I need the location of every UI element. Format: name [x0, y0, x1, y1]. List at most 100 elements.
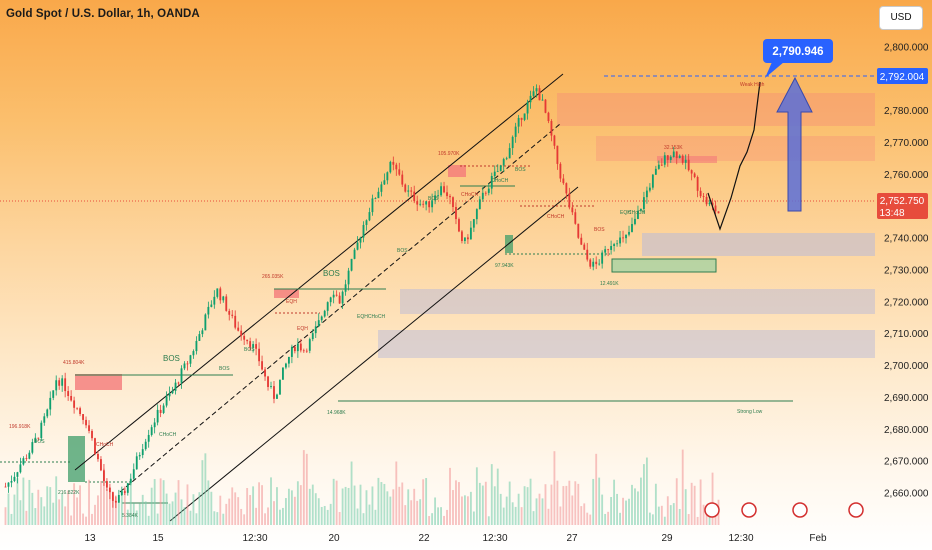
candle-body[interactable]: [147, 434, 150, 442]
candle-body[interactable]: [484, 192, 487, 194]
candle-body[interactable]: [111, 492, 114, 501]
candle-body[interactable]: [648, 187, 651, 191]
candle-body[interactable]: [129, 478, 132, 484]
candle-body[interactable]: [252, 344, 255, 348]
candle-body[interactable]: [132, 469, 135, 479]
candle-body[interactable]: [458, 219, 460, 232]
candle-body[interactable]: [520, 117, 523, 120]
candle-body[interactable]: [613, 244, 616, 246]
candle-body[interactable]: [183, 363, 186, 369]
candle-body[interactable]: [637, 210, 639, 219]
currency-button[interactable]: USD: [879, 6, 923, 30]
candle-body[interactable]: [103, 470, 105, 482]
candle-body[interactable]: [535, 88, 538, 92]
candle-body[interactable]: [401, 174, 404, 185]
candle-body[interactable]: [455, 207, 457, 220]
candle-body[interactable]: [425, 201, 428, 205]
candle-body[interactable]: [67, 391, 70, 396]
candle-body[interactable]: [177, 382, 180, 384]
candle-body[interactable]: [55, 380, 58, 391]
candle-body[interactable]: [598, 263, 601, 265]
candle-body[interactable]: [669, 156, 672, 160]
candle-body[interactable]: [380, 184, 383, 192]
candle-body[interactable]: [258, 348, 260, 362]
target-callout-box[interactable]: [763, 39, 833, 63]
candle-body[interactable]: [711, 202, 714, 206]
candle-body[interactable]: [70, 395, 73, 401]
candle-body[interactable]: [94, 438, 96, 454]
candle-body[interactable]: [46, 409, 49, 417]
candle-body[interactable]: [326, 302, 329, 311]
candle-body[interactable]: [559, 163, 562, 179]
channel-lower-line[interactable]: [169, 186, 579, 522]
candle-body[interactable]: [234, 315, 237, 328]
candle-body[interactable]: [666, 155, 669, 160]
candle-body[interactable]: [466, 237, 469, 240]
candle-body[interactable]: [529, 95, 532, 103]
candle-body[interactable]: [684, 159, 687, 163]
candle-body[interactable]: [481, 192, 484, 200]
candle-body[interactable]: [687, 159, 690, 171]
candle-body[interactable]: [437, 195, 439, 197]
candle-body[interactable]: [508, 148, 511, 159]
candle-body[interactable]: [431, 200, 434, 208]
candle-body[interactable]: [693, 173, 696, 178]
candle-body[interactable]: [13, 476, 16, 481]
candle-body[interactable]: [222, 296, 225, 301]
candle-body[interactable]: [79, 408, 81, 415]
candle-body[interactable]: [22, 458, 25, 465]
candle-body[interactable]: [469, 227, 472, 240]
candle-body[interactable]: [717, 211, 720, 214]
candle-body[interactable]: [356, 242, 359, 250]
candle-body[interactable]: [353, 249, 356, 259]
candle-body[interactable]: [135, 456, 138, 470]
candle-body[interactable]: [628, 231, 630, 235]
candle-body[interactable]: [616, 243, 618, 245]
candle-body[interactable]: [231, 314, 234, 316]
candle-body[interactable]: [580, 237, 583, 245]
candle-body[interactable]: [365, 220, 368, 225]
candle-body[interactable]: [526, 102, 529, 114]
candle-body[interactable]: [317, 320, 320, 327]
candle-body[interactable]: [696, 177, 699, 191]
candle-body[interactable]: [320, 316, 323, 321]
candle-body[interactable]: [610, 245, 613, 250]
candle-body[interactable]: [398, 169, 401, 175]
candle-body[interactable]: [472, 219, 475, 228]
candle-body[interactable]: [40, 422, 43, 439]
candle-body[interactable]: [562, 178, 565, 184]
candle-body[interactable]: [186, 363, 189, 365]
candle-body[interactable]: [180, 368, 183, 383]
event-icons[interactable]: [704, 502, 864, 518]
candle-body[interactable]: [446, 192, 448, 197]
candle-body[interactable]: [443, 186, 445, 193]
candle-body[interactable]: [502, 159, 505, 166]
candle-body[interactable]: [452, 197, 454, 208]
candle-body[interactable]: [413, 191, 416, 202]
candle-body[interactable]: [595, 261, 598, 265]
candle-body[interactable]: [589, 259, 592, 267]
candle-body[interactable]: [604, 249, 607, 253]
candle-body[interactable]: [362, 224, 365, 238]
candle-body[interactable]: [285, 363, 287, 368]
candles[interactable]: [4, 84, 720, 509]
candle-body[interactable]: [207, 306, 210, 315]
candle-body[interactable]: [428, 201, 431, 208]
candle-body[interactable]: [350, 258, 353, 271]
candle-body[interactable]: [532, 91, 535, 96]
candle-body[interactable]: [28, 452, 31, 459]
candle-body[interactable]: [625, 234, 627, 239]
candle-body[interactable]: [225, 296, 228, 311]
candle-body[interactable]: [267, 376, 269, 387]
candle-body[interactable]: [422, 203, 425, 205]
candle-body[interactable]: [643, 197, 645, 210]
time-axis[interactable]: 13 15 12:30 20 22 12:30 27 29 12:30 Feb: [84, 533, 827, 544]
candle-body[interactable]: [556, 145, 559, 164]
candle-body[interactable]: [377, 191, 380, 199]
candle-body[interactable]: [240, 330, 243, 336]
candle-body[interactable]: [374, 198, 377, 199]
candle-body[interactable]: [192, 351, 195, 356]
candle-body[interactable]: [705, 197, 708, 205]
candle-body[interactable]: [681, 155, 684, 163]
us-flag-icon[interactable]: [704, 502, 720, 518]
